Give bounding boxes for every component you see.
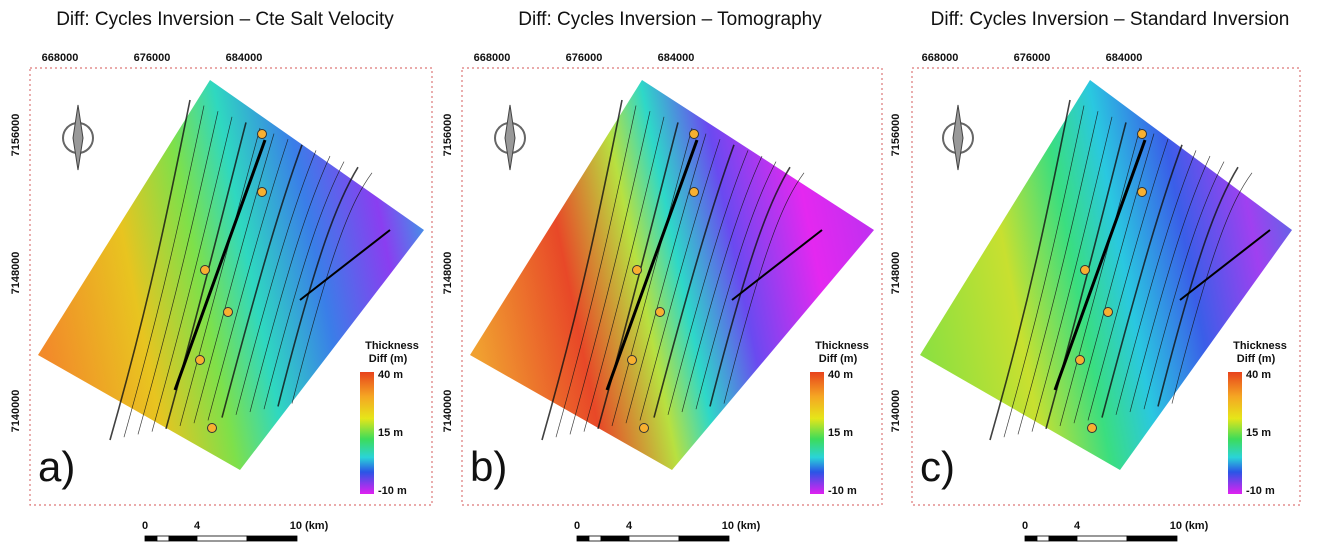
y-tick-label: 7156000 — [890, 114, 902, 157]
y-tick-label: 7148000 — [10, 252, 22, 295]
colorbar-label: -10 m — [1246, 485, 1275, 497]
scale-bar — [589, 536, 601, 541]
well-marker — [196, 356, 205, 365]
scale-label: 10 (km) — [722, 520, 761, 532]
x-tick-label: 684000 — [226, 52, 263, 64]
scale-bar — [197, 536, 247, 541]
well-marker — [633, 266, 642, 275]
scale-label: 4 — [194, 520, 201, 532]
scale-label: 0 — [1022, 520, 1028, 532]
scale-bar — [1037, 536, 1049, 541]
y-tick-label: 7140000 — [442, 390, 454, 433]
scale-bar — [169, 536, 197, 541]
map-panel: Diff: Cycles Inversion – Cte Salt Veloci… — [10, 9, 432, 541]
well-marker — [1138, 130, 1147, 139]
scale-label: 0 — [142, 520, 148, 532]
x-tick-label: 684000 — [658, 52, 695, 64]
x-tick-label: 676000 — [1014, 52, 1051, 64]
map-panel: Diff: Cycles Inversion – Tomography 66800… — [442, 9, 882, 541]
y-tick-label: 7140000 — [890, 390, 902, 433]
well-marker — [224, 308, 233, 317]
scale-bar — [679, 536, 729, 541]
legend-title: Thickness — [815, 340, 869, 352]
legend-title: Thickness — [365, 340, 419, 352]
scale-bar — [1025, 536, 1037, 541]
colorbar — [810, 372, 824, 494]
colorbar-label: 40 m — [378, 369, 403, 381]
well-marker — [690, 188, 699, 197]
panel-label: a) — [38, 443, 75, 490]
scale-label: 0 — [574, 520, 580, 532]
colorbar-label: 40 m — [1246, 369, 1271, 381]
y-tick-label: 7148000 — [442, 252, 454, 295]
page: Diff: Cycles Inversion – Cte Salt Veloci… — [0, 0, 1320, 544]
well-marker — [201, 266, 210, 275]
scale-bar — [1127, 536, 1177, 541]
x-tick-label: 676000 — [566, 52, 603, 64]
y-tick-label: 7156000 — [10, 114, 22, 157]
well-marker — [1104, 308, 1113, 317]
well-marker — [1138, 188, 1147, 197]
well-marker — [208, 424, 217, 433]
scale-bar — [247, 536, 297, 541]
scale-label: 10 (km) — [290, 520, 329, 532]
x-tick-label: 684000 — [1106, 52, 1143, 64]
scale-bar — [1077, 536, 1127, 541]
colorbar — [1228, 372, 1242, 494]
scale-bar — [157, 536, 169, 541]
panel-title: Diff: Cycles Inversion – Cte Salt Veloci… — [56, 9, 394, 30]
well-marker — [1081, 266, 1090, 275]
scale-label: 10 (km) — [1170, 520, 1209, 532]
legend-title: Diff (m) — [1237, 353, 1276, 365]
legend-title: Diff (m) — [369, 353, 408, 365]
y-tick-label: 7156000 — [442, 114, 454, 157]
well-marker — [656, 308, 665, 317]
y-tick-label: 7148000 — [890, 252, 902, 295]
panel-title: Diff: Cycles Inversion – Standard Invers… — [931, 9, 1290, 30]
well-marker — [258, 188, 267, 197]
x-tick-label: 668000 — [42, 52, 79, 64]
scale-bar — [577, 536, 589, 541]
panel-label: c) — [920, 443, 955, 490]
well-marker — [628, 356, 637, 365]
scale-bar — [145, 536, 157, 541]
map-panel: Diff: Cycles Inversion – Standard Invers… — [890, 9, 1300, 541]
well-marker — [690, 130, 699, 139]
scale-label: 4 — [1074, 520, 1081, 532]
scale-bar — [1049, 536, 1077, 541]
figure: Diff: Cycles Inversion – Cte Salt Veloci… — [0, 0, 1320, 544]
x-tick-label: 668000 — [474, 52, 511, 64]
colorbar-label: 15 m — [378, 427, 403, 439]
panel-label: b) — [470, 443, 507, 490]
colorbar — [360, 372, 374, 494]
x-tick-label: 668000 — [922, 52, 959, 64]
colorbar-label: -10 m — [828, 485, 857, 497]
colorbar-label: 15 m — [828, 427, 853, 439]
legend-title: Diff (m) — [819, 353, 858, 365]
y-tick-label: 7140000 — [10, 390, 22, 433]
well-marker — [1088, 424, 1097, 433]
legend-title: Thickness — [1233, 340, 1287, 352]
colorbar-label: -10 m — [378, 485, 407, 497]
well-marker — [1076, 356, 1085, 365]
colorbar-label: 15 m — [1246, 427, 1271, 439]
well-marker — [640, 424, 649, 433]
colorbar-label: 40 m — [828, 369, 853, 381]
scale-label: 4 — [626, 520, 633, 532]
panel-title: Diff: Cycles Inversion – Tomography — [518, 9, 822, 30]
scale-bar — [601, 536, 629, 541]
well-marker — [258, 130, 267, 139]
scale-bar — [629, 536, 679, 541]
x-tick-label: 676000 — [134, 52, 171, 64]
